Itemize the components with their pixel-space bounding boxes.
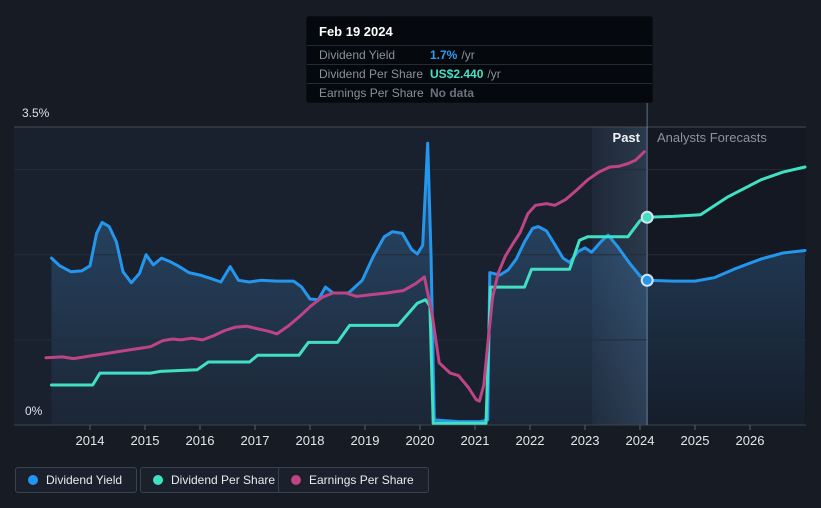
chart-tooltip: Feb 19 2024 Dividend Yield 1.7% /yr Divi… [307,17,652,102]
x-axis-label: 2016 [185,433,215,448]
dividend-per-share-dot-icon [153,475,163,485]
tooltip-value: No data [430,86,475,100]
tooltip-value: US$2.440 [430,67,484,81]
tooltip-label: Dividend Yield [319,48,396,62]
x-axis-label: 2025 [680,433,710,448]
legend-item-dividend-yield[interactable]: Dividend Yield [15,467,138,493]
x-axis-label: 2024 [625,433,655,448]
legend-item-dividend-per-share[interactable]: Dividend Per Share [140,467,291,493]
x-axis-label: 2026 [735,433,765,448]
current-value-marker[interactable] [640,210,654,224]
tooltip-date: Feb 19 2024 [319,24,393,39]
tooltip-row-earnings-per-share: Earnings Per Share No data [307,83,652,102]
dividend-chart[interactable] [0,0,821,450]
legend-label: Dividend Per Share [171,473,276,487]
dividend-per-share-forecast-line [645,165,807,219]
earnings-per-share-dot-icon [291,475,301,485]
x-axis-label: 2019 [350,433,380,448]
tooltip-label: Earnings Per Share [319,86,424,100]
tooltip-value: 1.7% [430,48,458,62]
hover-highlight-band [592,127,648,425]
legend-item-earnings-per-share[interactable]: Earnings Per Share [278,467,429,493]
earnings-per-share-line [44,150,646,403]
tooltip-suffix: /yr [487,67,501,81]
x-axis-label: 2015 [130,433,160,448]
legend-label: Dividend Yield [46,473,123,487]
y-axis-min-label: 0% [25,404,43,418]
x-axis-label: 2017 [240,433,270,448]
past-label: Past [612,130,640,145]
dividend-yield-line [50,141,649,424]
tooltip-suffix: /yr [461,48,475,62]
tooltip-row-dividend-yield: Dividend Yield 1.7% /yr [307,45,652,64]
x-axis-label: 2022 [515,433,545,448]
dividend-per-share-line [50,215,649,425]
current-value-marker[interactable] [640,273,654,287]
x-axis-label: 2020 [405,433,435,448]
tooltip-label: Dividend Per Share [319,67,424,81]
dividend-yield-dot-icon [28,475,38,485]
dividend-yield-forecast-line [645,249,807,283]
x-axis-label: 2018 [295,433,325,448]
x-axis: 2014 2015 2016 2017 2018 2019 2020 2021 2022 2023… [0,433,821,453]
legend-label: Earnings Per Share [309,473,414,487]
y-axis-max-label: 3.5% [22,106,50,120]
tooltip-row-dividend-per-share: Dividend Per Share US$2.440 /yr [307,64,652,83]
x-axis-label: 2023 [570,433,600,448]
x-axis-label: 2021 [460,433,490,448]
x-axis-label: 2014 [75,433,105,448]
analysts-forecasts-label: Analysts Forecasts [657,130,767,145]
